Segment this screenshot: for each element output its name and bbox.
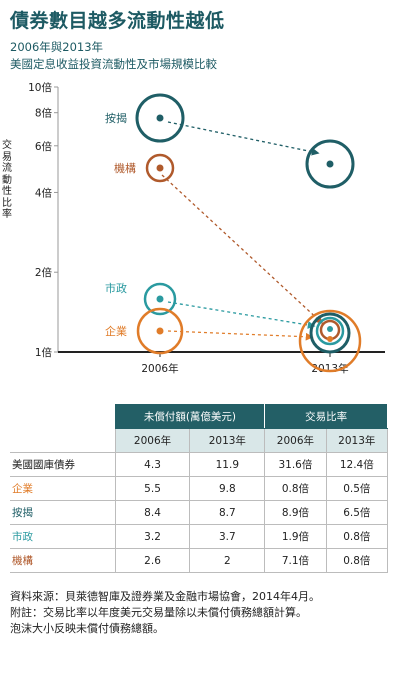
table-row-label: 市政 — [10, 524, 116, 549]
y-tick-label: 8倍 — [35, 107, 53, 120]
table-subheader: 2013年 — [189, 428, 266, 453]
point-municipal-2013 — [327, 326, 333, 332]
table-row: 機構 2.6 2 7.1倍 0.8倍 — [10, 548, 389, 573]
table-cell: 7.1倍 — [264, 548, 327, 573]
table-cell: 8.9倍 — [264, 500, 327, 525]
arrow-municipal — [167, 301, 316, 329]
table-cell: 3.7 — [189, 524, 266, 549]
x-tick-label-2013: 2013年 — [311, 362, 348, 375]
x-tick-label-2006: 2006年 — [141, 362, 178, 375]
table-subheader: 2006年 — [264, 428, 327, 453]
table-row-label: 企業 — [10, 476, 116, 501]
table-header-row-1: 未償付額(萬億美元) 交易比率 — [10, 404, 388, 429]
table-cell: 9.8 — [189, 476, 266, 501]
table-row-label: 機構 — [10, 548, 116, 573]
table-header-row-2: 2006年 2013年 2006年 2013年 — [10, 428, 389, 453]
y-tick-label: 2倍 — [35, 266, 53, 279]
table-row-label: 按揭 — [10, 500, 116, 525]
chart-title: 債券數目越多流動性越低 — [10, 10, 225, 32]
table-cell: 5.5 — [114, 476, 191, 501]
series-label-agency: 機構 — [114, 161, 136, 175]
series-label-mortgage: 按揭 — [105, 111, 127, 125]
table-subheader-blank — [10, 428, 116, 453]
table-cell: 4.3 — [114, 452, 191, 477]
table-cell: 1.9倍 — [264, 524, 327, 549]
table-cell: 8.7 — [189, 500, 266, 525]
table-header-outstanding: 未償付額(萬億美元) — [114, 404, 266, 429]
table-header-turnover: 交易比率 — [264, 404, 388, 429]
table-cell: 0.5倍 — [325, 476, 389, 501]
table-cell: 0.8倍 — [264, 476, 327, 501]
table-cell: 0.8倍 — [325, 524, 389, 549]
table-cell: 2 — [189, 548, 266, 573]
point-mortgage-2013 — [326, 160, 334, 168]
y-axis-label: 交易流動性比率 — [2, 140, 12, 220]
arrow-corporate — [167, 330, 314, 341]
table-row: 美國國庫債券 4.3 11.9 31.6倍 12.4倍 — [10, 452, 389, 477]
chart-subtitle-description: 美國定息收益投資流動性及市場規模比較 — [10, 57, 217, 71]
y-tick-label: 10倍 — [28, 81, 52, 94]
table-cell: 8.4 — [114, 500, 191, 525]
footer-notes: 資料來源：貝萊德智庫及證券業及金融市場協會，2014年4月。 附註：交易比率以年… — [10, 589, 320, 637]
bubble-mortgage-2013 — [305, 139, 355, 189]
y-tick-label: 6倍 — [35, 140, 53, 153]
table-subheader: 2013年 — [325, 428, 389, 453]
table-row: 企業 5.5 9.8 0.8倍 0.5倍 — [10, 476, 389, 501]
bubble-municipal-2013 — [315, 316, 345, 346]
table-cell: 11.9 — [189, 452, 266, 477]
table-cell: 31.6倍 — [264, 452, 327, 477]
footer-bubble-note: 泡沫大小反映未償付債務總額。 — [10, 622, 164, 635]
table-cell: 2.6 — [114, 548, 191, 573]
bubble-agency-2006 — [145, 153, 175, 183]
table-row: 市政 3.2 3.7 1.9倍 0.8倍 — [10, 524, 389, 549]
point-municipal-2006 — [156, 295, 164, 303]
bubble-corporate-2006 — [136, 307, 184, 355]
bubble-treasury-overlay-2013 — [309, 312, 351, 354]
table-header-blank — [10, 404, 116, 429]
table-cell: 6.5倍 — [325, 500, 389, 525]
bubble-corporate-2013 — [298, 309, 362, 373]
arrow-agency — [161, 174, 324, 325]
bubble-chart: 1倍 2倍 4倍 6倍 8倍 10倍 2006年 2013年 按揭 機構 市政 企業 — [28, 81, 385, 375]
table-row: 按揭 8.4 8.7 8.9倍 6.5倍 — [10, 500, 389, 525]
footer-source: 資料來源：貝萊德智庫及證券業及金融市場協會，2014年4月。 — [10, 590, 320, 603]
table-subheader: 2006年 — [114, 428, 191, 453]
arrow-mortgage — [167, 121, 320, 156]
table-cell: 12.4倍 — [325, 452, 389, 477]
point-corporate-2006 — [156, 327, 164, 335]
bubble-mortgage-2006 — [135, 93, 185, 143]
y-tick-label: 4倍 — [35, 186, 53, 199]
footer-note: 附註：交易比率以年度美元交易量除以未償付債務總額計算。 — [10, 606, 307, 619]
table-row-label: 美國國庫債券 — [10, 452, 116, 477]
y-tick-label: 1倍 — [35, 346, 53, 359]
point-agency-2006 — [156, 164, 164, 172]
bubble-municipal-2006 — [143, 282, 177, 316]
point-mortgage-2006 — [156, 114, 164, 122]
table-cell: 3.2 — [114, 524, 191, 549]
point-corporate-2013 — [327, 336, 333, 342]
data-table: 未償付額(萬億美元) 交易比率 2006年 2013年 2006年 2013年 … — [10, 404, 389, 573]
series-label-municipal: 市政 — [105, 281, 127, 295]
table-cell: 0.8倍 — [325, 548, 389, 573]
chart-subtitle-years: 2006年與2013年 — [10, 40, 104, 54]
series-label-corporate: 企業 — [105, 324, 127, 338]
